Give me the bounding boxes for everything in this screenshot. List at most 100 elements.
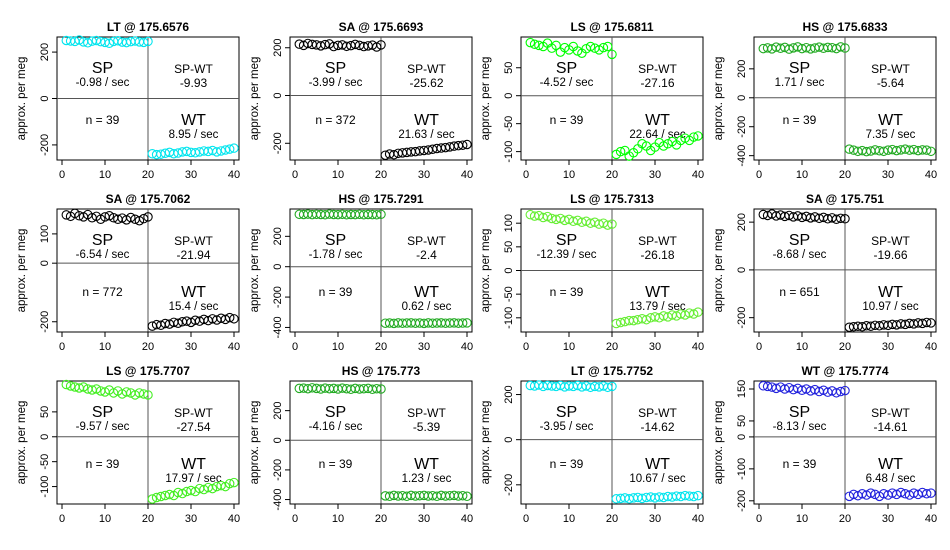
y-axis-label: approx. per meg	[16, 229, 28, 313]
wt-data-point	[693, 307, 703, 317]
wt-data-point	[220, 145, 231, 155]
chart-panel: LS @ 175.7313 approx. per meg 0 10 20 30 40 -10…	[480, 192, 704, 353]
sp-wt-value: -19.66	[873, 248, 907, 262]
x-tick-label: 10	[99, 169, 111, 181]
sp-data-point	[138, 213, 149, 224]
x-tick-label: 20	[606, 513, 618, 525]
x-tick-label: 30	[418, 169, 430, 181]
wt-data-point	[224, 144, 235, 154]
x-tick-label: 10	[99, 341, 111, 353]
sp-data-point	[104, 38, 115, 49]
chart-title: SA @ 175.6693	[339, 20, 424, 34]
sp-data-point	[840, 214, 850, 224]
y-tick-label: 0	[272, 92, 284, 98]
chart-title: LT @ 175.7752	[571, 364, 654, 378]
x-tick-label: 20	[606, 341, 618, 353]
sp-data-point	[784, 44, 794, 54]
y-tick-label: -200	[736, 307, 748, 329]
y-tick-label: 0	[503, 437, 515, 443]
sp-rate: -4.16 / sec	[309, 421, 363, 433]
sp-data-point	[138, 389, 149, 399]
chart-title: HS @ 175.7291	[338, 192, 423, 206]
sp-data-point	[65, 381, 76, 391]
y-tick-label: 200	[503, 385, 515, 403]
x-tick-label: 0	[523, 169, 529, 181]
sp-wt-label: SP-WT	[871, 406, 910, 420]
sp-data-point	[602, 220, 613, 230]
y-tick-label: -200	[272, 132, 284, 154]
sp-data-point	[143, 212, 153, 222]
y-tick-label: 200	[736, 213, 748, 231]
wt-data-point	[641, 314, 652, 325]
x-tick-label: 20	[142, 341, 154, 353]
x-tick-label: 30	[418, 341, 430, 353]
sp-data-point	[835, 213, 846, 224]
y-axis-label: approx. per meg	[713, 57, 725, 141]
n-count: n = 39	[783, 457, 817, 471]
y-tick-label: 100	[39, 225, 51, 243]
wt-rate: 10.67 / sec	[629, 473, 686, 485]
sp-wt-value: -5.39	[413, 420, 441, 434]
wt-data-point	[462, 491, 472, 502]
wt-data-point	[926, 488, 936, 498]
sp-data-point	[585, 41, 596, 52]
x-tick-label: 30	[882, 513, 894, 525]
x-tick-label: 40	[461, 513, 473, 525]
n-count: n = 372	[315, 113, 356, 127]
sp-data-point	[121, 387, 132, 397]
wt-label: WT	[181, 284, 206, 301]
sp-data-point	[529, 39, 540, 50]
y-tick-label: 0	[39, 434, 51, 440]
x-tick-label: 40	[228, 341, 240, 353]
sp-data-point	[835, 386, 846, 397]
x-tick-label: 10	[563, 513, 575, 525]
chart-panel: LT @ 175.7752 approx. per meg 0 10 20 30 40 -20…	[480, 364, 704, 525]
y-tick-label: 200	[272, 227, 284, 245]
chart-panel: LS @ 175.6811 approx. per meg 0 10 20 30 40 -10…	[480, 20, 704, 181]
y-tick-label: 50	[503, 62, 515, 74]
y-tick-label: 200	[272, 39, 284, 57]
y-axis-label: approx. per meg	[480, 229, 492, 313]
y-tick-label: -200	[736, 490, 748, 512]
y-tick-label: -200	[272, 459, 284, 481]
y-tick-label: 0	[503, 93, 515, 99]
sp-data-point	[376, 40, 386, 50]
y-tick-label: -50	[39, 454, 51, 470]
x-tick-label: 10	[99, 513, 111, 525]
wt-data-point	[169, 148, 179, 159]
x-tick-label: 10	[332, 169, 344, 181]
sp-data-point	[134, 388, 145, 398]
x-tick-label: 30	[185, 341, 197, 353]
y-tick-label: 200	[736, 60, 748, 78]
wt-data-point	[173, 318, 183, 328]
sp-data-point	[74, 35, 84, 45]
y-tick-label: -100	[39, 476, 51, 498]
n-count: n = 39	[86, 457, 120, 471]
chart-panel: SA @ 175.6693 approx. per meg 0 10 20 30 40 -20…	[249, 20, 473, 181]
y-tick-label: 0	[39, 260, 51, 266]
x-tick-label: 30	[882, 341, 894, 353]
wt-data-point	[224, 312, 235, 323]
wt-label: WT	[645, 284, 670, 301]
x-tick-label: 0	[523, 341, 529, 353]
x-tick-label: 10	[563, 169, 575, 181]
y-axis-label: approx. per meg	[249, 229, 261, 313]
n-count: n = 39	[86, 113, 120, 127]
wt-data-point	[229, 314, 239, 324]
wt-data-point	[229, 143, 239, 153]
y-tick-label: 150	[736, 380, 748, 398]
x-tick-label: 0	[756, 513, 762, 525]
x-tick-label: 40	[461, 341, 473, 353]
y-tick-label: 50	[39, 406, 51, 418]
y-tick-label: -50	[503, 286, 515, 302]
x-tick-label: 10	[796, 341, 808, 353]
wt-data-point	[628, 315, 639, 326]
y-tick-label: 0	[272, 437, 284, 443]
chart-panel: HS @ 175.773 approx. per meg 0 10 20 30 40 -400…	[249, 364, 473, 525]
wt-data-point	[177, 488, 188, 499]
wt-label: WT	[181, 112, 206, 129]
wt-label: WT	[645, 112, 670, 129]
sp-label: SP	[92, 232, 113, 249]
x-tick-label: 0	[59, 513, 65, 525]
